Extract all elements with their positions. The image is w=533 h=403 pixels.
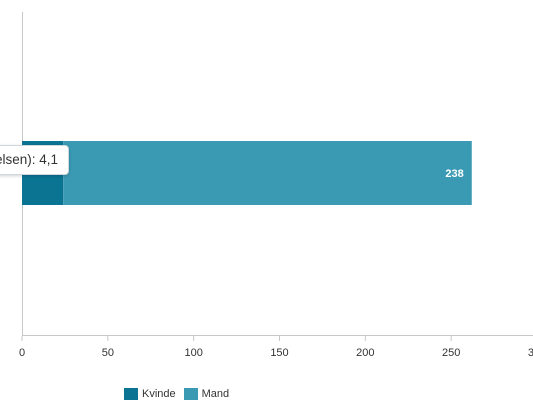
legend-label-kvinde: Kvinde <box>142 388 176 400</box>
legend-label-mand: Mand <box>202 388 230 400</box>
legend-swatch-mand <box>184 388 198 400</box>
legend-item-mand[interactable]: Mand <box>184 388 230 400</box>
x-tick-label: 100 <box>184 347 202 359</box>
x-axis-ticks: 0 50 100 150 200 250 300 <box>19 336 533 359</box>
tooltip-text: elsen): 4,1 <box>0 152 58 167</box>
legend: Kvinde Mand <box>124 388 229 400</box>
x-tick-label: 200 <box>356 347 374 359</box>
tooltip: elsen): 4,1 <box>0 145 69 175</box>
data-labels: 238 <box>445 168 463 180</box>
bars <box>22 141 472 205</box>
x-tick-label: 150 <box>270 347 288 359</box>
legend-swatch-kvinde <box>124 388 138 400</box>
bar-mand[interactable] <box>63 141 472 205</box>
x-tick-label: 250 <box>442 347 460 359</box>
x-tick-label: 300 <box>528 347 533 359</box>
x-tick-label: 50 <box>102 347 114 359</box>
data-label-mand: 238 <box>445 168 463 180</box>
legend-item-kvinde[interactable]: Kvinde <box>124 388 176 400</box>
x-tick-label: 0 <box>19 347 25 359</box>
